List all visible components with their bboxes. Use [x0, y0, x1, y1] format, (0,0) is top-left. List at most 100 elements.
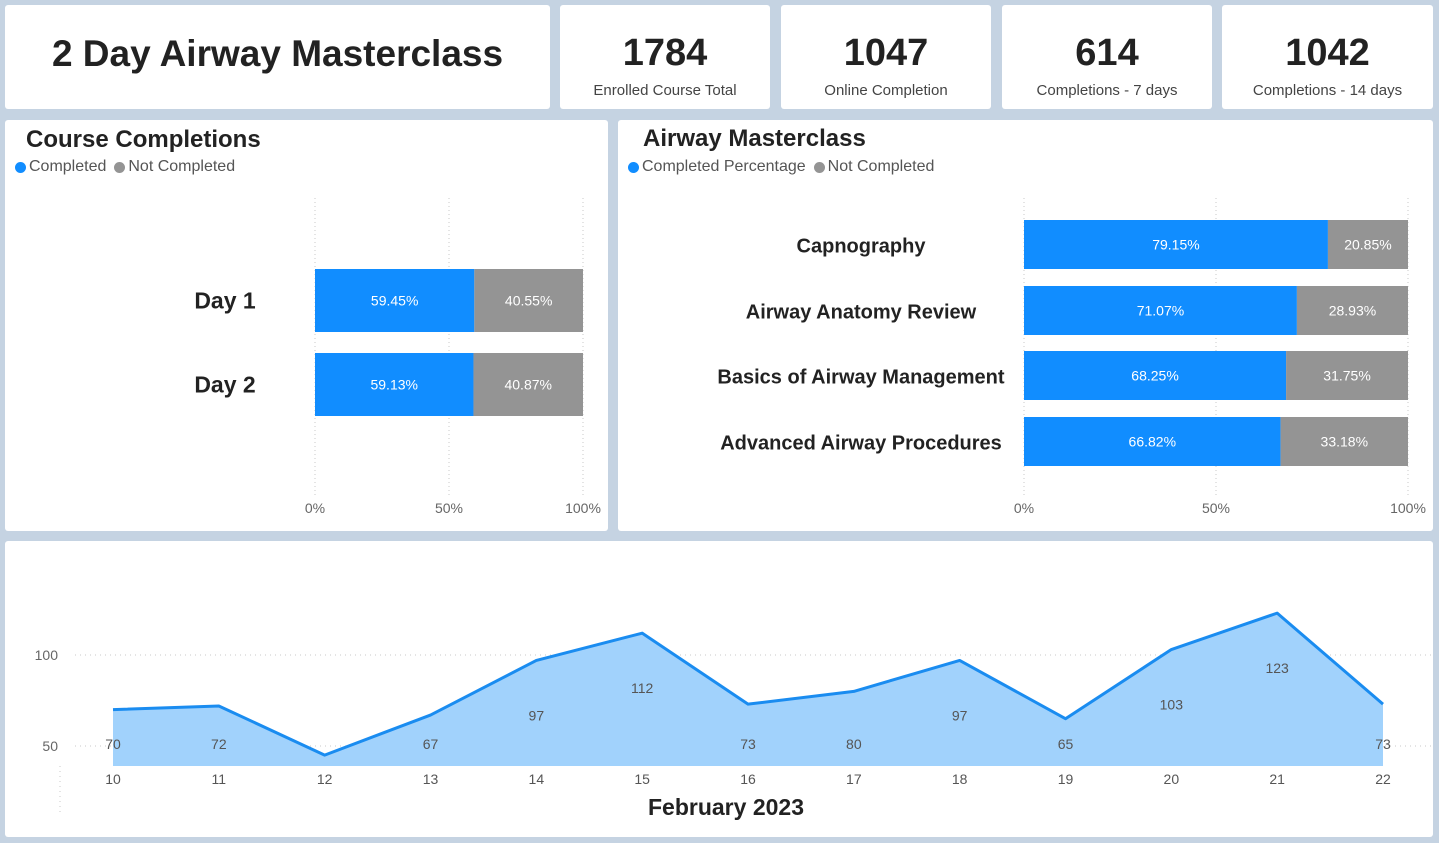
bar-segment — [474, 269, 583, 332]
chart-legend: Completed Percentage Not Completed — [628, 158, 942, 176]
x-tick-label: 13 — [423, 771, 439, 787]
legend-label: Completed — [29, 158, 107, 175]
bar-segment — [1286, 351, 1408, 400]
kpi-card-completions-14-days: 1042 Completions - 14 days — [1222, 5, 1433, 109]
legend-dot-icon — [628, 161, 639, 173]
airway-masterclass-panel: Airway Masterclass Completed Percentage … — [618, 120, 1433, 531]
title-card: 2 Day Airway Masterclass — [5, 5, 550, 109]
data-label: 112 — [631, 680, 654, 696]
course-completions-chart: 0% 50% 100% 59.45% 40.55% Day 1 59.13% 40.87% Da… — [194, 198, 601, 516]
category-label: Advanced Airway Procedures — [720, 433, 1002, 455]
kpi-value: 1047 — [843, 32, 929, 74]
course-completions-panel: Course Completions Completed Not Complet… — [5, 120, 608, 531]
x-tick-label: 11 — [212, 771, 227, 787]
category-label: Airway Anatomy Review — [746, 302, 977, 324]
data-label: 68.25% — [1131, 368, 1178, 384]
data-label: 65 — [1058, 736, 1074, 752]
legend-dot-icon — [15, 161, 26, 173]
kpi-label: Completions - 14 days — [1252, 82, 1403, 99]
chart-legend: Completed Not Completed — [15, 158, 243, 176]
category-label: Day 2 — [194, 372, 255, 398]
x-tick-label: 20 — [1164, 771, 1180, 787]
legend-item-not-completed[interactable]: Not Completed — [114, 158, 235, 176]
x-tick-label: 21 — [1269, 771, 1285, 787]
data-label: 73 — [1375, 736, 1391, 752]
series-area — [113, 613, 1383, 766]
data-label: 123 — [1265, 660, 1289, 676]
x-tick-label: 50% — [1202, 500, 1230, 516]
y-tick-label: 100 — [35, 647, 59, 663]
x-tick-label: 15 — [634, 771, 650, 787]
y-tick-label: 50 — [42, 738, 58, 754]
data-label: 67 — [423, 736, 439, 752]
bar-segment — [1024, 351, 1287, 400]
legend-dot-icon — [114, 161, 126, 173]
category-label: Capnography — [797, 236, 927, 258]
x-tick-label: 50% — [435, 500, 463, 516]
kpi-value: 1784 — [622, 32, 708, 74]
data-label: 79.15% — [1152, 237, 1199, 253]
x-tick-label: 19 — [1058, 771, 1074, 787]
bar-segment — [1024, 286, 1297, 335]
data-label: 97 — [529, 707, 545, 723]
category-label: Basics of Airway Management — [717, 367, 1004, 389]
data-label: 40.55% — [505, 293, 552, 309]
bar-segment — [1024, 220, 1328, 269]
data-label: 72 — [211, 736, 227, 752]
data-label: 33.18% — [1321, 434, 1368, 450]
data-label: 71.07% — [1137, 303, 1184, 319]
legend-item-not-completed[interactable]: Not Completed — [813, 158, 935, 176]
kpi-label: Completions - 7 days — [1036, 82, 1178, 99]
x-tick-label: 18 — [952, 771, 968, 787]
daily-completions-area-chart: 50 100 70 10 72 11 12 67 13 97 14 112 15 73 16 80 17 97 18… — [35, 611, 1433, 820]
data-label: 73 — [740, 736, 756, 752]
category-label: Day 1 — [194, 288, 256, 314]
x-tick-label: 10 — [105, 771, 121, 787]
x-tick-label: 100% — [565, 500, 601, 516]
kpi-card-enrolled: 1784 Enrolled Course Total — [560, 5, 770, 109]
kpi-value: 614 — [1075, 32, 1139, 74]
page-title: 2 Day Airway Masterclass — [51, 33, 504, 74]
bar-segment — [1296, 286, 1408, 335]
data-label: 28.93% — [1329, 303, 1376, 319]
bar-segment — [1024, 417, 1281, 466]
kpi-value: 1042 — [1285, 32, 1370, 74]
kpi-card-completions-7-days: 614 Completions - 7 days — [1002, 5, 1212, 109]
bar-segment — [315, 353, 474, 416]
data-label: 66.82% — [1129, 434, 1176, 450]
data-label: 20.85% — [1344, 237, 1391, 253]
legend-item-completed-percentage[interactable]: Completed Percentage — [628, 158, 806, 176]
data-label: 59.45% — [371, 293, 418, 309]
x-tick-label: 16 — [740, 771, 756, 787]
bar-segment — [473, 353, 583, 416]
data-label: 59.13% — [370, 377, 417, 393]
x-tick-label: 12 — [317, 771, 333, 787]
x-tick-label: 0% — [1014, 500, 1034, 516]
x-tick-label: 17 — [846, 771, 862, 787]
airway-masterclass-chart: 0% 50% 100% 79.15% 20.85% Capnography 71.07% 28… — [717, 198, 1426, 516]
data-label: 31.75% — [1323, 368, 1370, 384]
legend-label: Completed Percentage — [642, 158, 806, 175]
daily-completions-panel: 50 100 70 10 72 11 12 67 13 97 14 112 15 73 16 80 17 97 18… — [5, 541, 1433, 837]
legend-label: Not Completed — [128, 158, 236, 175]
data-label: 97 — [952, 707, 968, 723]
data-label: 103 — [1160, 697, 1184, 713]
bar-segment — [315, 269, 475, 332]
bar-segment — [1327, 220, 1408, 269]
x-tick-label: 22 — [1375, 771, 1391, 787]
x-tick-label: 0% — [305, 500, 325, 516]
data-label: 40.87% — [504, 377, 551, 393]
legend-dot-icon — [813, 161, 825, 173]
bar-segment — [1280, 417, 1408, 466]
legend-label: Not Completed — [827, 158, 935, 175]
chart-title: Course Completions — [26, 126, 261, 153]
series-line — [112, 611, 1384, 757]
chart-title: Airway Masterclass — [643, 125, 866, 152]
legend-item-completed[interactable]: Completed — [15, 158, 106, 176]
x-axis-title: February 2023 — [648, 794, 804, 820]
kpi-label: Online Completion — [824, 82, 948, 99]
kpi-card-online-completion: 1047 Online Completion — [781, 5, 991, 109]
data-label: 70 — [105, 736, 121, 752]
x-tick-label: 100% — [1390, 500, 1426, 516]
x-tick-label: 14 — [529, 771, 545, 787]
